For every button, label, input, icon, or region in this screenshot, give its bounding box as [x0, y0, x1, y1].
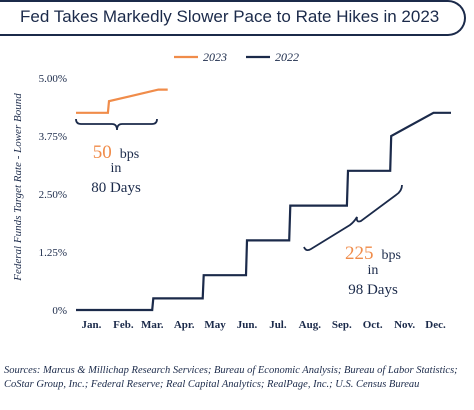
y-tick-label: 3.75%	[39, 131, 67, 143]
y-tick-label: 2.50%	[39, 189, 67, 201]
x-tick-label: Feb.	[113, 319, 134, 331]
annotation-2023: 50 bps in 80 Days	[75, 118, 158, 196]
x-tick-label: Jun.	[237, 319, 258, 331]
x-tick-label: Mar.	[141, 319, 164, 331]
annotation-2022-brace	[303, 184, 403, 252]
series-line-2022	[76, 111, 451, 312]
sources-note: Sources: Marcus & Millichap Research Ser…	[4, 365, 458, 390]
title-bar: Fed Takes Markedly Slower Pace to Rate H…	[0, 0, 474, 40]
y-axis-ticks: 0% 1.25% 2.50% 3.75% 5.00%	[39, 73, 67, 317]
x-tick-label: Nov.	[394, 319, 415, 331]
annotation-2023-brace	[75, 118, 158, 131]
x-tick-label: Sep.	[332, 319, 352, 331]
legend-label-2023: 2023	[203, 50, 227, 64]
annotation-2022-number: 225	[345, 243, 374, 264]
y-tick-label: 0%	[52, 305, 67, 317]
annotation-2023-days: 80 Days	[91, 180, 141, 196]
x-tick-label: Dec.	[425, 319, 446, 331]
y-axis-title: Federal Funds Target Rate - Lower Bound	[12, 93, 24, 282]
title-frame	[0, 0, 466, 36]
annotation-2022: 225 bps in 98 Days	[303, 184, 403, 298]
y-tick-label: 1.25%	[39, 247, 67, 259]
annotation-2023-in: in	[111, 161, 122, 176]
x-tick-label: Aug.	[299, 319, 322, 331]
annotation-2022-days: 98 Days	[348, 282, 398, 298]
annotation-2022-in: in	[368, 263, 379, 278]
legend: 2023 2022	[174, 50, 299, 64]
series-layer	[76, 88, 451, 312]
chart-title: Fed Takes Markedly Slower Pace to Rate H…	[20, 7, 440, 26]
y-tick-label: 5.00%	[39, 73, 67, 85]
x-tick-label: Oct.	[363, 319, 383, 331]
svg-text:225 bps: 225 bps	[345, 243, 401, 264]
x-tick-label: Apr.	[174, 319, 195, 331]
x-axis-ticks: Jan. Feb. Mar. Apr. May Jun. Jul. Aug. Sep. Oct. N…	[82, 319, 446, 331]
legend-label-2022: 2022	[275, 50, 299, 64]
x-tick-label: Jul.	[269, 319, 287, 331]
x-tick-label: Jan.	[82, 319, 102, 331]
annotation-2023-number: 50	[93, 142, 112, 163]
annotation-2023-unit: bps	[120, 147, 139, 162]
annotation-2022-unit: bps	[382, 248, 401, 263]
series-line-2023	[76, 88, 168, 114]
svg-text:50 bps: 50 bps	[93, 142, 139, 163]
x-tick-label: May	[204, 319, 226, 331]
